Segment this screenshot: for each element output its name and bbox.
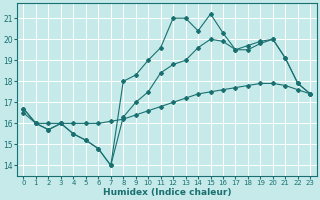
X-axis label: Humidex (Indice chaleur): Humidex (Indice chaleur) — [103, 188, 231, 197]
